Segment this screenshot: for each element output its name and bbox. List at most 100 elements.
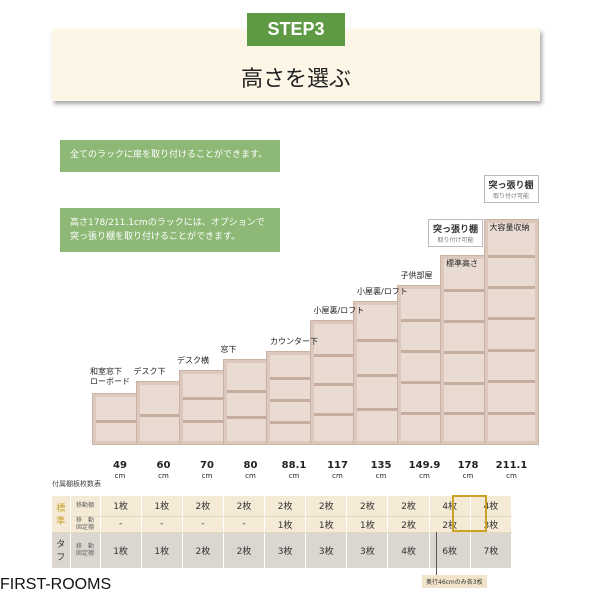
footnote-leader — [436, 532, 437, 575]
rack-shelf — [357, 408, 404, 412]
rack-shelf — [487, 285, 535, 289]
rack-label: 小屋裏/ロフト — [313, 305, 365, 315]
rack-shelf — [183, 420, 230, 424]
table-row: 移 動 固定棚 - - - -1枚 1枚 1枚 2枚 2枚 3枚 — [52, 516, 513, 533]
rack-label: デスク横 — [177, 356, 209, 366]
rack-label: カウンター下 — [270, 336, 318, 346]
table-cell: 1枚 — [346, 516, 389, 533]
rack-shelf — [96, 419, 143, 423]
rack-shelf — [313, 353, 361, 357]
rack-shelf — [270, 376, 317, 380]
height-value: 49 — [113, 460, 127, 471]
rack-height: 211.1 cm — [490, 460, 533, 482]
table-cell: 1枚 — [141, 532, 183, 568]
table-cell: 1枚 — [264, 516, 307, 533]
table-cell: 1枚 — [100, 532, 142, 568]
rack-shelf — [487, 348, 535, 352]
height-value: 60 — [156, 460, 171, 471]
rack-height: 149.9 cm — [403, 460, 446, 482]
table-cell: 3枚 — [470, 516, 513, 533]
table-cell: 2枚 — [264, 496, 307, 517]
height-unit: cm — [201, 472, 213, 480]
rack-shelf — [400, 412, 448, 416]
table-cell: 2枚 — [223, 496, 266, 517]
rack-height: 135 cm — [360, 460, 403, 482]
rack-shelf — [357, 373, 404, 377]
rack-shelf — [139, 413, 187, 417]
height-unit: cm — [375, 472, 387, 480]
note-doors: 全てのラックに扉を取り付けることができます。 — [60, 140, 280, 172]
table-cell: 2枚 — [182, 496, 224, 517]
rack-height: 49 cm — [99, 460, 142, 482]
tension-shelf-box: 突っ張り棚 取り付け可能 — [483, 175, 539, 204]
rack-shelf — [270, 420, 317, 424]
row-label: 移動棚 — [70, 496, 101, 517]
rack-shelf — [357, 339, 404, 343]
rack-shelf — [444, 350, 491, 354]
height-value: 80 — [243, 460, 258, 471]
table-cell: 2枚 — [346, 496, 389, 517]
table-cell: 3枚 — [264, 532, 307, 568]
table-cell: - — [100, 516, 142, 533]
table-cell: 4枚 — [470, 496, 513, 517]
rack-height: 88.1 cm — [273, 460, 316, 482]
rack-shelf — [400, 319, 448, 323]
height-value: 149.9 — [408, 460, 441, 471]
table-cell: 6枚 — [429, 532, 471, 568]
group-tough: タフ — [52, 532, 71, 568]
height-unit: cm — [332, 472, 343, 480]
table-cell: 4枚 — [429, 496, 471, 517]
height-value: 135 — [370, 460, 392, 471]
table-cell: 3枚 — [346, 532, 389, 568]
height-unit: cm — [245, 472, 256, 480]
rack-shelf — [313, 383, 361, 387]
rack-height: 60 cm — [142, 460, 185, 482]
rack-label: デスク下 — [133, 366, 166, 376]
rack-shelf — [444, 412, 491, 416]
rack-shelf — [444, 320, 491, 324]
table-cell: 2枚 — [305, 496, 348, 517]
table-cell: 1枚 — [305, 516, 348, 533]
height-unit: cm — [288, 472, 300, 480]
height-value: 70 — [200, 460, 214, 471]
rack — [483, 219, 539, 445]
table-cell: 1枚 — [100, 496, 142, 517]
row-label: 移 動 固定棚 — [70, 516, 101, 533]
table-cell: 7枚 — [470, 532, 513, 568]
rack-label: 和室窓下 ローボード — [90, 366, 130, 386]
page-title: 高さを選ぶ — [240, 67, 351, 92]
row-label: 移 動 固定棚 — [70, 532, 101, 568]
table-cell: 2枚 — [387, 496, 430, 517]
height-unit: cm — [506, 472, 517, 480]
tension-shelf-box: 突っ張り棚 取り付け可能 — [428, 218, 484, 247]
tension-shelf-subtitle: 取り付け可能 — [437, 236, 474, 244]
rack-shelf — [183, 397, 230, 401]
height-unit: cm — [462, 472, 474, 480]
rack-shelf — [270, 398, 317, 402]
rack-shelf — [487, 380, 535, 384]
shelf-count-table: 標準 移動棚 1枚 1枚 2枚 2枚 2枚 2枚 2枚 2枚 4枚 4枚移 動 固定棚 - - - -1枚 1枚… — [52, 496, 513, 568]
rack-shelf — [400, 350, 448, 354]
rack-label: 標準高さ — [446, 258, 478, 268]
rack-shelf — [487, 411, 535, 415]
table-row: タフ移 動 固定棚 1枚 1枚 2枚 2枚 3枚 3枚 3枚 4枚 6枚 7枚 — [52, 532, 513, 568]
step-badge: STEP3 — [247, 13, 345, 46]
table-cell: 4枚 — [387, 532, 430, 568]
highlight-box — [452, 495, 487, 532]
rack-height: 70 cm — [186, 460, 229, 482]
footnote: 奥行46cmのみ各3枚 — [422, 575, 487, 588]
height-value: 88.1 — [281, 460, 307, 471]
table-cell: 2枚 — [223, 532, 266, 568]
rack-label: 子供部屋 — [400, 270, 433, 280]
height-unit: cm — [158, 472, 169, 480]
tension-shelf-title: 突っ張り棚 — [488, 181, 534, 192]
table-cell: - — [182, 516, 224, 533]
height-unit: cm — [114, 472, 126, 480]
note-tension-shelf: 高さ178/211.1cmのラックには、オプションで突っ張り棚を取り付けることが… — [60, 208, 280, 252]
tension-shelf-subtitle: 取り付け可能 — [493, 193, 530, 201]
height-value: 178 — [457, 460, 479, 471]
table-cell: 2枚 — [182, 532, 224, 568]
rack-label: 大容量収納 — [489, 223, 530, 233]
rack-shelf — [313, 413, 361, 417]
height-value: 211.1 — [495, 460, 528, 471]
